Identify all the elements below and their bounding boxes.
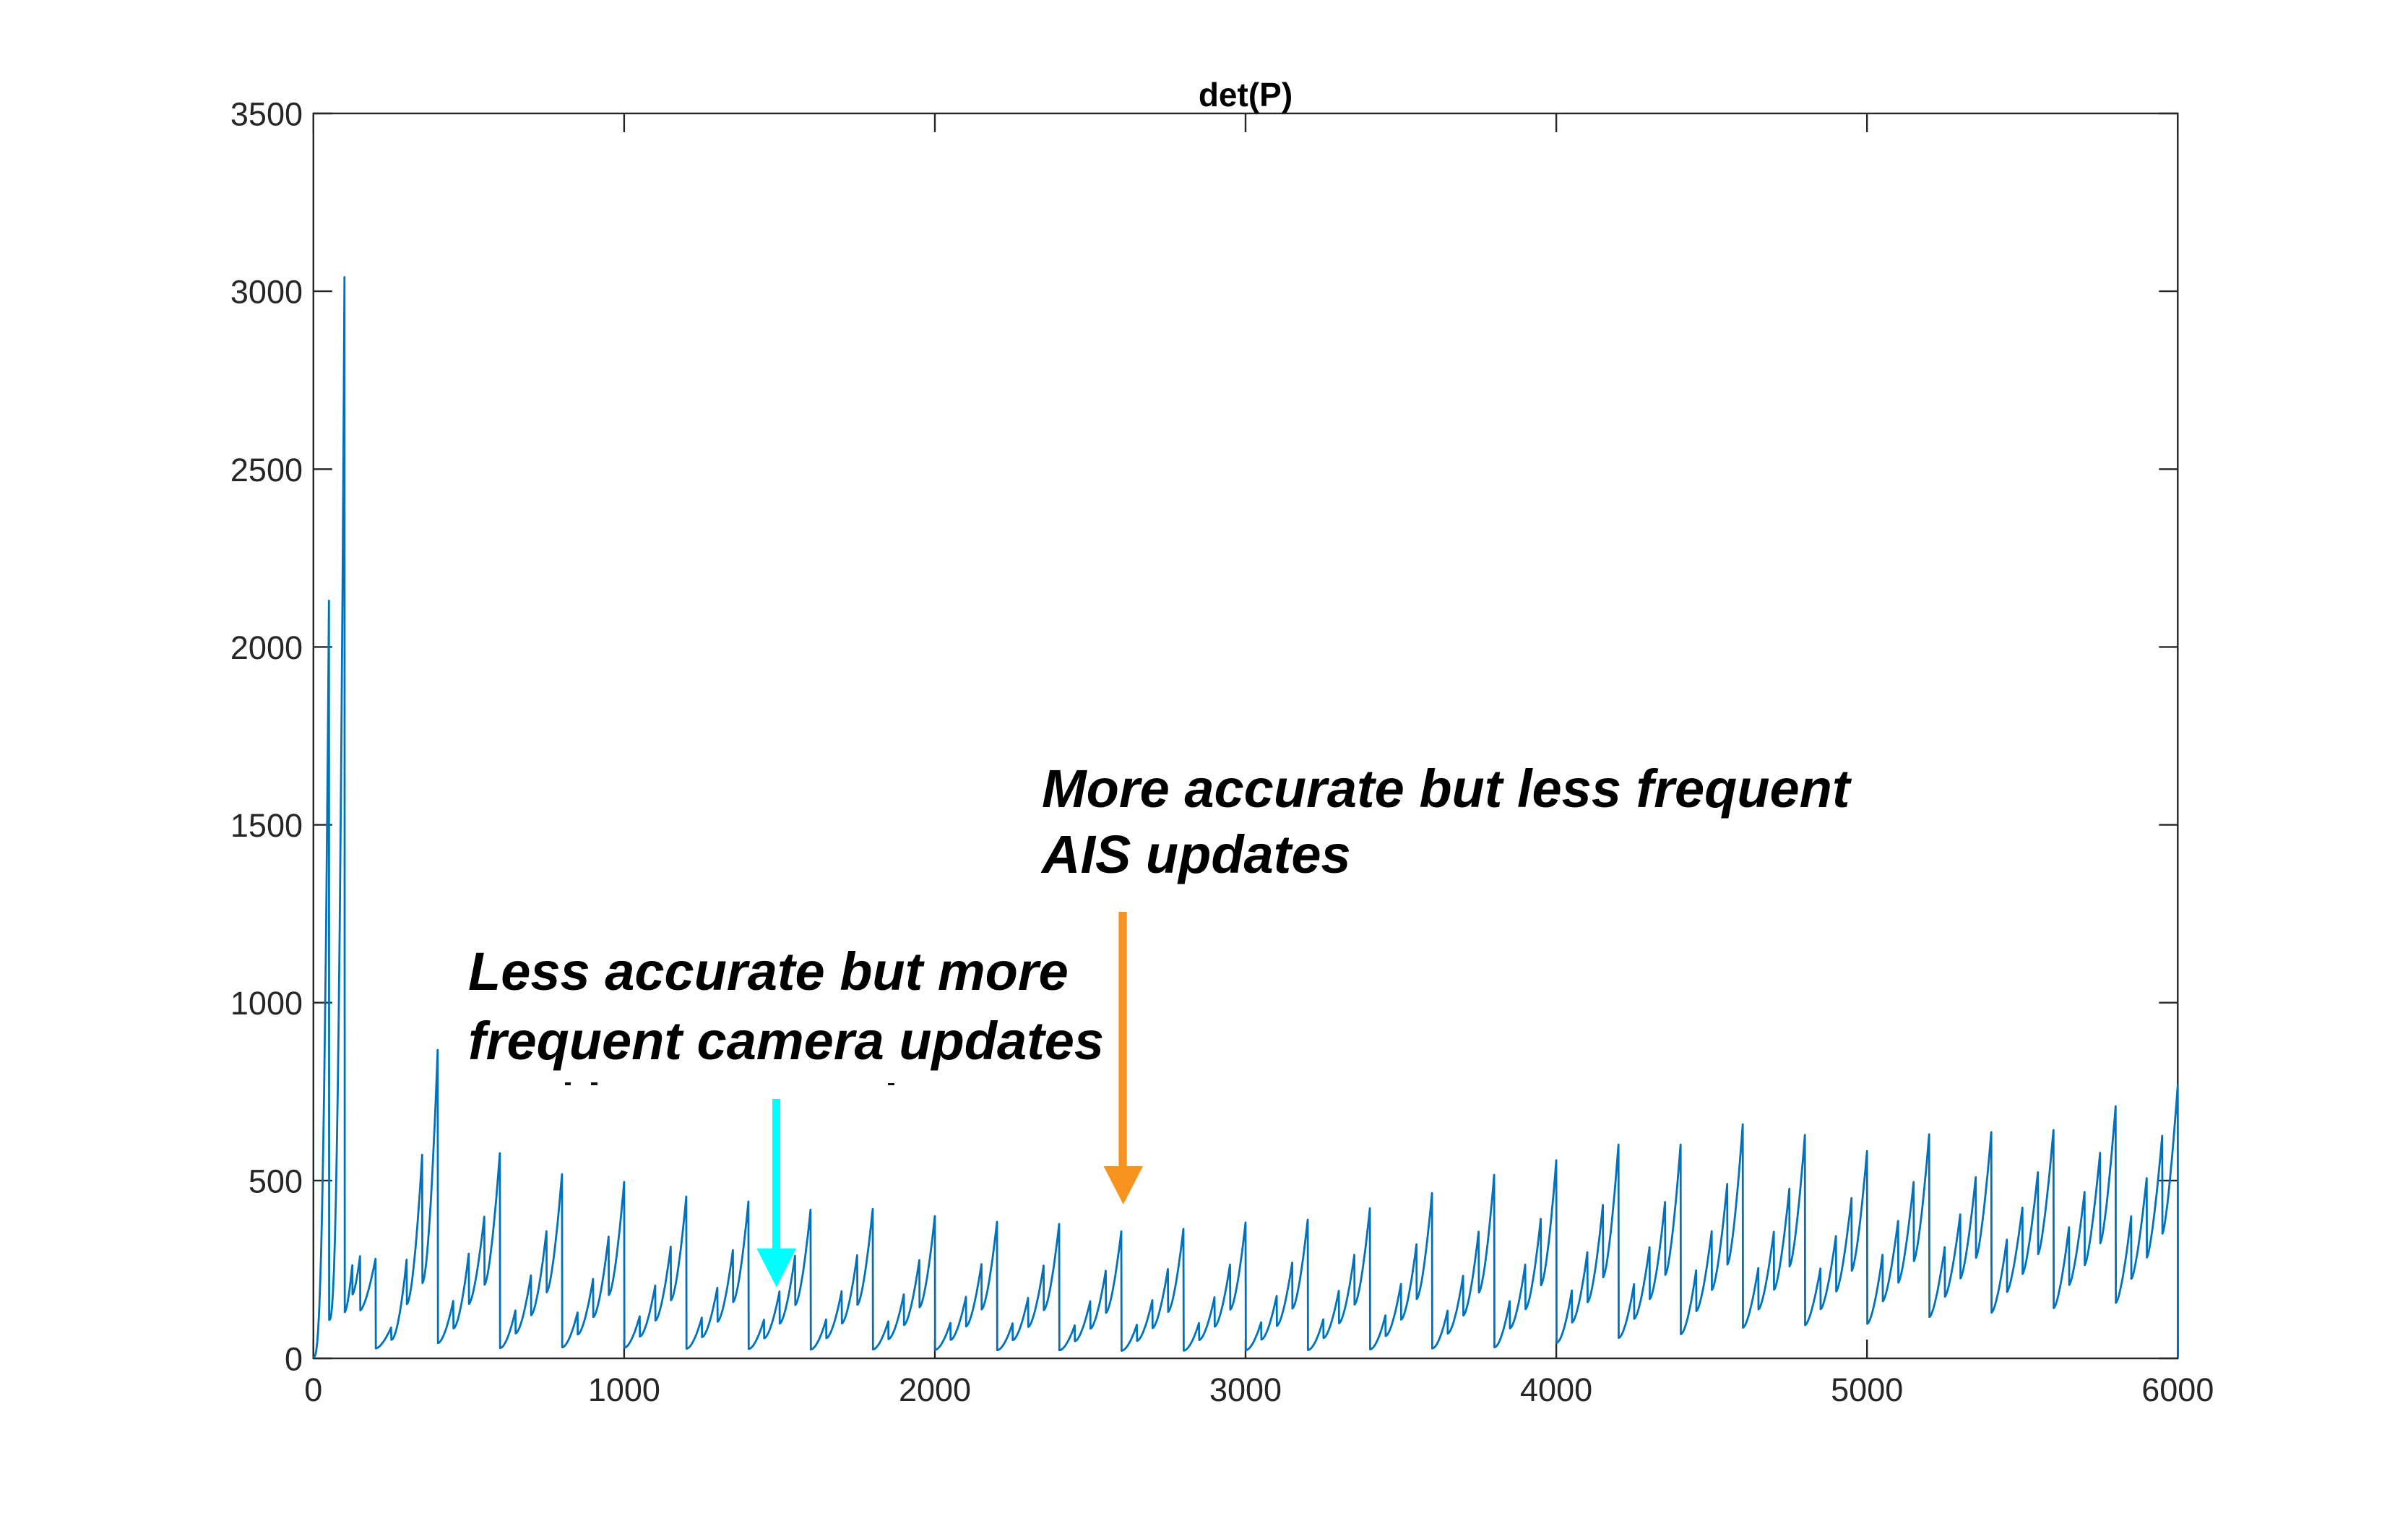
svg-text:5000: 5000 xyxy=(1831,1371,1903,1408)
svg-text:2000: 2000 xyxy=(230,629,303,666)
svg-text:More accurate but less frequen: More accurate but less frequent xyxy=(1042,759,1852,819)
svg-text:2000: 2000 xyxy=(899,1371,971,1408)
svg-text:AIS updates: AIS updates xyxy=(1040,824,1351,884)
svg-text:0: 0 xyxy=(285,1341,303,1378)
svg-text:1000: 1000 xyxy=(230,985,303,1022)
svg-text:3000: 3000 xyxy=(230,274,303,311)
svg-text:frequent camera updates: frequent camera updates xyxy=(468,1011,1104,1071)
svg-text:det(P): det(P) xyxy=(1199,76,1293,113)
svg-text:3500: 3500 xyxy=(230,96,303,133)
svg-text:4000: 4000 xyxy=(1520,1371,1592,1408)
svg-text:0: 0 xyxy=(304,1371,322,1408)
svg-text:2500: 2500 xyxy=(230,452,303,488)
svg-text:6000: 6000 xyxy=(2141,1371,2214,1408)
svg-text:500: 500 xyxy=(249,1163,303,1199)
svg-text:1000: 1000 xyxy=(588,1371,660,1408)
svg-text:Less accurate but more: Less accurate but more xyxy=(468,941,1069,1001)
svg-text:1500: 1500 xyxy=(230,807,303,844)
svg-text:3000: 3000 xyxy=(1209,1371,1282,1408)
